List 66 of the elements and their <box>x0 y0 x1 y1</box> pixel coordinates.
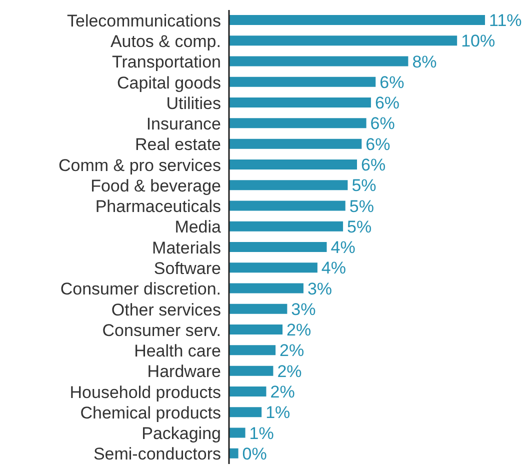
data-label: 2% <box>286 320 312 340</box>
bar <box>229 345 276 356</box>
y-tick-label: Semi-conductors <box>93 444 221 464</box>
y-tick-label: Hardware <box>147 362 221 382</box>
data-label: 5% <box>347 217 372 236</box>
y-tick-label: Consumer discretion. <box>60 280 221 299</box>
y-tick-label: Software <box>154 258 221 278</box>
bar <box>229 304 288 314</box>
y-tick-label: Materials <box>152 238 221 258</box>
data-label: 4% <box>321 258 346 278</box>
data-label: 2% <box>277 362 302 381</box>
data-label: 2% <box>270 382 295 402</box>
bar <box>229 242 327 252</box>
data-label: 0% <box>242 444 267 464</box>
bar <box>229 448 238 458</box>
bar <box>229 407 262 418</box>
y-tick-label: Autos & comp. <box>110 32 221 51</box>
data-label: 6% <box>361 155 386 174</box>
bar <box>229 138 362 149</box>
y-tick-label: Telecommunications <box>66 11 221 30</box>
bar <box>229 15 485 25</box>
y-tick-label: Other services <box>111 300 221 320</box>
data-label: 6% <box>366 134 390 154</box>
data-label: 1% <box>249 424 274 443</box>
bar <box>229 324 283 335</box>
y-tick-label: Real estate <box>135 135 221 154</box>
bar <box>229 221 344 232</box>
bar <box>229 386 266 396</box>
bar <box>229 56 408 66</box>
bar <box>229 262 318 273</box>
bar <box>229 36 458 46</box>
y-tick-label: Health care <box>134 342 221 361</box>
y-tick-label: Household products <box>70 382 221 402</box>
bar <box>229 180 348 190</box>
bar <box>229 283 304 294</box>
y-tick-label: Consumer serv. <box>102 320 221 340</box>
bar <box>229 76 376 87</box>
y-tick-label: Comm & pro services <box>58 156 221 175</box>
y-tick-label: Packaging <box>142 424 221 444</box>
y-tick-label: Transportation <box>112 52 221 72</box>
data-label: 1% <box>266 403 290 422</box>
y-tick-label: Utilities <box>166 94 221 113</box>
y-tick-label: Insurance <box>146 114 221 134</box>
data-label: 4% <box>330 238 356 258</box>
bar <box>229 98 371 108</box>
y-tick-label: Food & beverage <box>90 176 221 196</box>
bar <box>229 159 357 170</box>
data-label: 3% <box>291 300 316 319</box>
y-tick-label: Media <box>174 218 222 237</box>
data-label: 11% <box>489 11 522 30</box>
data-label: 5% <box>352 176 376 196</box>
data-label: 2% <box>280 341 304 360</box>
y-tick-label: Capital goods <box>117 73 221 92</box>
data-label: 6% <box>370 114 395 134</box>
bar <box>229 428 246 438</box>
y-tick-label: Pharmaceuticals <box>95 197 221 216</box>
bar <box>229 200 346 211</box>
data-label: 6% <box>374 94 400 113</box>
data-label: 6% <box>380 72 404 92</box>
data-label: 3% <box>307 279 332 298</box>
y-tick-label: Chemical products <box>80 403 221 422</box>
bar <box>229 118 366 128</box>
data-label: 5% <box>349 196 374 216</box>
data-label: 10% <box>461 32 496 51</box>
bar <box>229 366 274 376</box>
data-label: 8% <box>412 52 437 72</box>
